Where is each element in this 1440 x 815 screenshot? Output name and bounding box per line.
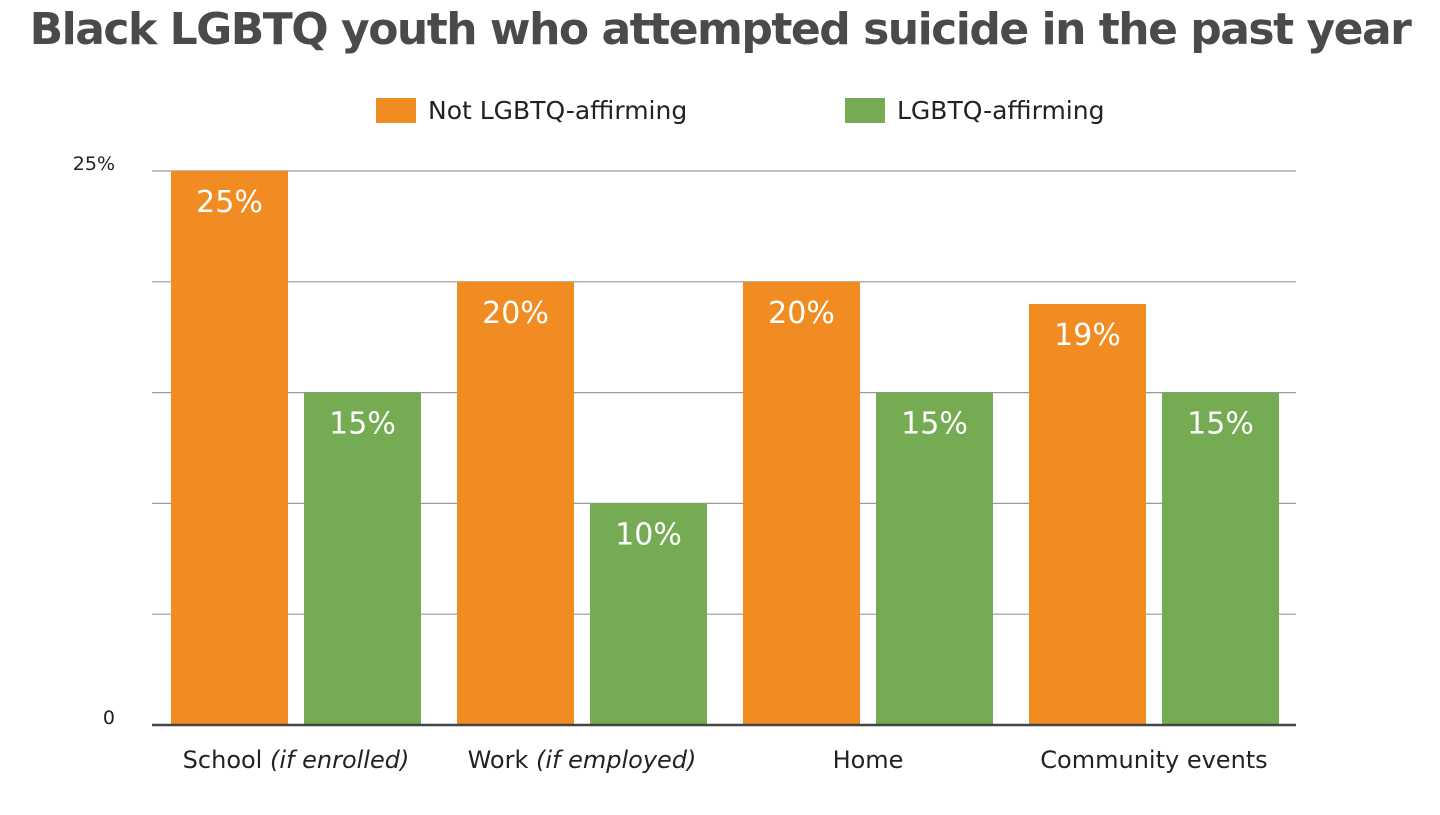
bar-value-label: 15% [329,407,396,442]
legend-label-not-affirming: Not LGBTQ-affirming [428,95,688,125]
bar-affirming [876,392,993,725]
bar-value-label: 15% [1187,407,1254,442]
category-label: Work (if employed) [468,746,697,774]
legend-item-not-affirming: Not LGBTQ-affirming [376,92,687,128]
chart-title: Black LGBTQ youth who attempted suicide … [29,4,1412,55]
y-tick-label: 25% [73,153,115,175]
bar-affirming [590,503,707,725]
bar-value-label: 25% [196,185,263,220]
category-label: Home [833,746,904,774]
category-label: Community events [1040,746,1267,774]
bar-affirming [1162,392,1279,725]
legend-swatch-affirming [845,97,885,123]
category-label: School (if enrolled) [183,746,410,774]
bar-value-label: 19% [1054,318,1121,353]
bar-affirming [304,392,421,725]
bar-not-affirming [1029,303,1146,725]
bar-value-label: 20% [768,296,835,331]
legend-item-affirming: LGBTQ-affirming [845,92,1104,128]
bar-value-label: 15% [901,407,968,442]
legend-label-affirming: LGBTQ-affirming [897,95,1105,125]
y-tick-label: 0 [103,707,115,729]
bar-value-label: 10% [615,517,682,552]
bar-not-affirming [457,281,574,725]
bar-value-label: 20% [482,296,549,331]
bar-not-affirming [171,171,288,725]
legend-swatch-not-affirming [376,97,416,123]
bar-not-affirming [743,281,860,725]
